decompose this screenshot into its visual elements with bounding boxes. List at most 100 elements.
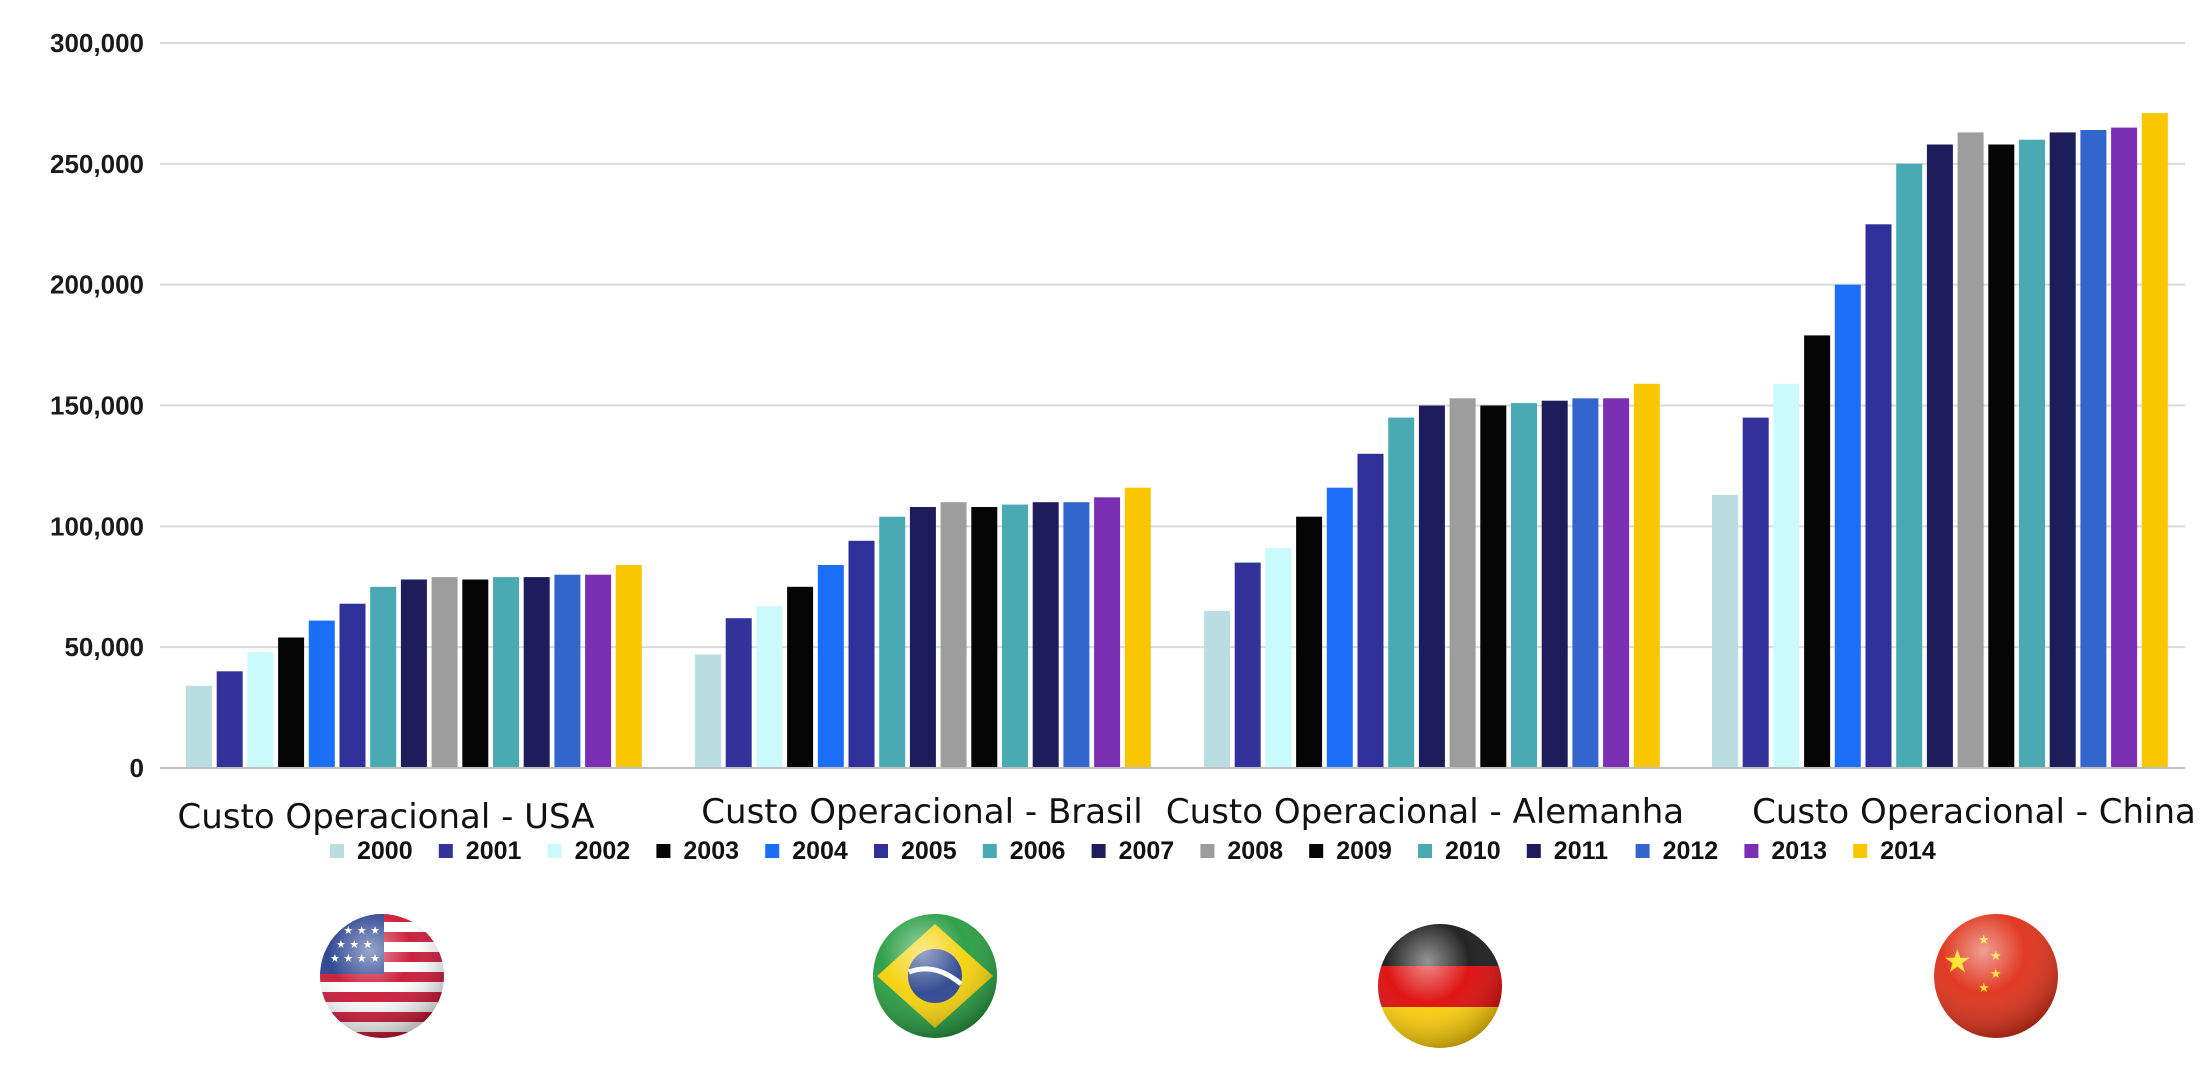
bar[interactable] xyxy=(817,565,844,768)
bar[interactable] xyxy=(493,577,519,768)
legend-label[interactable]: 2006 xyxy=(1010,837,1066,865)
bar[interactable] xyxy=(1896,163,1923,769)
bar[interactable] xyxy=(2019,139,2045,768)
bar[interactable] xyxy=(1773,383,1800,769)
legend-swatch[interactable] xyxy=(1635,844,1650,858)
bar[interactable] xyxy=(585,574,612,768)
legend-label[interactable]: 2000 xyxy=(357,837,413,865)
legend-label[interactable]: 2002 xyxy=(575,837,631,865)
legend-swatch[interactable] xyxy=(438,844,453,858)
bar[interactable] xyxy=(1326,487,1353,768)
bar[interactable] xyxy=(1265,548,1292,768)
bar[interactable] xyxy=(339,603,366,768)
category-labels: Custo Operacional - USA Custo Operacional… xyxy=(177,792,2195,837)
bar[interactable] xyxy=(756,606,783,768)
bar[interactable] xyxy=(725,618,752,768)
legend[interactable]: 2000 2001 2002 2003 2004 2005 2006 2007 2008 2009… xyxy=(330,837,1936,865)
bar[interactable] xyxy=(1988,144,2015,769)
bar[interactable] xyxy=(848,540,875,768)
legend-label[interactable]: 2012 xyxy=(1663,837,1719,865)
bar[interactable] xyxy=(1204,610,1230,768)
bar[interactable] xyxy=(308,620,335,768)
legend-swatch[interactable] xyxy=(1200,844,1215,858)
bar[interactable] xyxy=(554,574,581,768)
bar[interactable] xyxy=(1742,417,1769,768)
legend-swatch[interactable] xyxy=(1309,844,1324,858)
legend-label[interactable]: 2014 xyxy=(1880,837,1936,865)
bar[interactable] xyxy=(1804,335,1831,768)
legend-swatch[interactable] xyxy=(656,844,671,858)
legend-label[interactable]: 2008 xyxy=(1227,837,1283,865)
y-tick-label: 150,000 xyxy=(50,391,144,421)
legend-label[interactable]: 2013 xyxy=(1771,837,1827,865)
bar[interactable] xyxy=(1834,284,1861,768)
legend-swatch[interactable] xyxy=(330,844,344,858)
category-label: Custo Operacional - China xyxy=(1752,792,2196,832)
bar[interactable] xyxy=(278,637,305,769)
bar[interactable] xyxy=(2111,127,2138,769)
legend-swatch[interactable] xyxy=(1091,844,1106,858)
bar[interactable] xyxy=(2141,113,2168,769)
legend-swatch[interactable] xyxy=(547,844,562,858)
bar[interactable] xyxy=(971,507,998,768)
bar[interactable] xyxy=(1926,144,1953,769)
bar[interactable] xyxy=(1449,398,1476,769)
bar[interactable] xyxy=(615,565,642,768)
legend-swatch[interactable] xyxy=(874,844,888,858)
bar[interactable] xyxy=(247,652,274,768)
bar[interactable] xyxy=(1865,224,1892,769)
bar[interactable] xyxy=(1572,398,1599,769)
bar[interactable] xyxy=(940,502,967,768)
legend-label[interactable]: 2003 xyxy=(683,837,739,865)
y-tick-label: 250,000 xyxy=(50,149,144,179)
legend-swatch[interactable] xyxy=(1744,844,1759,858)
bar[interactable] xyxy=(1124,487,1151,768)
bar[interactable] xyxy=(909,507,936,768)
bar[interactable] xyxy=(2080,130,2107,768)
bar[interactable] xyxy=(1633,383,1660,769)
bar[interactable] xyxy=(879,516,906,768)
y-tick-label: 50,000 xyxy=(64,632,144,662)
bar[interactable] xyxy=(1480,405,1507,769)
legend-label[interactable]: 2004 xyxy=(792,837,848,865)
legend-label[interactable]: 2011 xyxy=(1554,837,1608,865)
bar[interactable] xyxy=(1032,502,1059,768)
bar[interactable] xyxy=(1541,400,1568,768)
bar[interactable] xyxy=(400,579,427,769)
legend-swatch[interactable] xyxy=(1526,844,1541,858)
legend-label[interactable]: 2010 xyxy=(1445,837,1501,865)
y-tick-label: 200,000 xyxy=(50,270,144,300)
bar[interactable] xyxy=(1418,405,1445,769)
bar[interactable] xyxy=(695,654,721,768)
bar[interactable] xyxy=(1388,417,1415,768)
legend-label[interactable]: 2005 xyxy=(901,837,957,865)
bar[interactable] xyxy=(1357,453,1384,768)
bar[interactable] xyxy=(462,579,489,769)
bar[interactable] xyxy=(1234,562,1261,768)
bar[interactable] xyxy=(1094,497,1121,768)
bar[interactable] xyxy=(1603,398,1630,769)
bar[interactable] xyxy=(1957,132,1984,768)
bar[interactable] xyxy=(523,577,550,768)
legend-label[interactable]: 2001 xyxy=(466,837,522,865)
bar[interactable] xyxy=(1712,494,1738,768)
bar[interactable] xyxy=(787,586,814,769)
legend-label[interactable]: 2007 xyxy=(1119,837,1175,865)
legend-swatch[interactable] xyxy=(1418,844,1432,858)
legend-swatch[interactable] xyxy=(1853,844,1868,858)
legend-swatch[interactable] xyxy=(765,844,780,858)
bar[interactable] xyxy=(370,586,397,769)
bar[interactable] xyxy=(431,577,458,768)
bar[interactable] xyxy=(216,671,243,768)
bar[interactable] xyxy=(1002,504,1028,768)
legend-swatch[interactable] xyxy=(982,844,997,858)
bar[interactable] xyxy=(1296,516,1323,768)
bar[interactable] xyxy=(1063,502,1090,768)
bar[interactable] xyxy=(186,685,212,768)
y-tick-label: 300,000 xyxy=(50,28,144,58)
brazil-flag-icon xyxy=(873,914,997,1038)
bar[interactable] xyxy=(1511,403,1537,768)
bar[interactable] xyxy=(2049,132,2076,768)
category-label: Custo Operacional - Brasil xyxy=(701,792,1142,832)
legend-label[interactable]: 2009 xyxy=(1336,837,1392,865)
